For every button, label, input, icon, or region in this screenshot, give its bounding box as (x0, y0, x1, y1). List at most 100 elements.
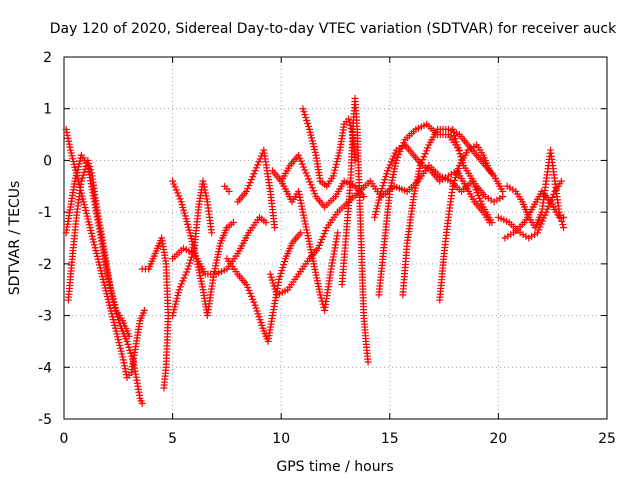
data-point (121, 362, 129, 370)
series-satellite-track-6 (169, 177, 237, 320)
data-point (270, 282, 278, 290)
data-point (454, 144, 462, 152)
data-point (77, 177, 85, 185)
data-point (172, 186, 180, 194)
data-point (456, 150, 464, 158)
data-point (379, 182, 387, 190)
data-point (188, 250, 196, 258)
data-point (309, 187, 317, 195)
data-point (560, 213, 568, 221)
data-point (170, 180, 178, 188)
data-point (119, 353, 127, 361)
data-point (386, 161, 394, 169)
data-point (538, 217, 546, 225)
data-point (122, 368, 130, 376)
series-satellite-track-20 (449, 125, 507, 206)
x-tick-label: 20 (489, 431, 507, 447)
axis-tick-labels: 0 5 10 15 20 25 -5 -4 -3 -2 -1 0 1 2 (38, 50, 616, 447)
data-point (271, 224, 279, 232)
data-point (380, 179, 388, 187)
data-point (125, 332, 133, 340)
data-point (169, 177, 177, 185)
data-point (454, 165, 462, 173)
data-point (305, 175, 313, 183)
data-point (176, 283, 184, 291)
data-point (123, 337, 131, 345)
y-tick-label: 2 (43, 50, 52, 66)
data-point (65, 137, 73, 145)
data-point (178, 280, 186, 288)
data-point (297, 157, 305, 165)
data-point (186, 259, 194, 267)
data-point (189, 247, 197, 255)
data-point (298, 202, 306, 210)
data-point (185, 262, 193, 270)
data-point (267, 273, 275, 281)
data-point (299, 105, 307, 113)
data-point (451, 132, 459, 140)
data-point (300, 163, 308, 171)
data-point (420, 153, 428, 161)
data-point (255, 158, 263, 166)
data-point (138, 399, 146, 407)
data-point (296, 193, 304, 201)
data-point (120, 359, 128, 367)
data-point (63, 131, 71, 139)
series-satellite-track-4 (138, 234, 172, 392)
data-point (247, 292, 255, 300)
data-point (268, 276, 276, 284)
data-point (62, 125, 70, 133)
data-point (298, 160, 306, 168)
data-point (244, 185, 252, 193)
series-satellite-track-12 (269, 167, 342, 314)
series-satellite-track-19 (436, 141, 498, 304)
data-point (245, 286, 253, 294)
data-point (87, 169, 95, 177)
data-point (128, 352, 136, 360)
data-point (78, 174, 86, 182)
data-point (320, 230, 328, 238)
data-point (453, 141, 461, 149)
data-point (459, 159, 467, 167)
data-point (395, 151, 403, 159)
data-point (560, 224, 568, 232)
data-point (392, 156, 400, 164)
data-point (499, 193, 507, 201)
data-point (540, 214, 548, 222)
x-tick-label: 25 (598, 431, 616, 447)
data-point (183, 268, 191, 276)
data-point (311, 190, 319, 198)
data-point (129, 355, 137, 363)
data-point (188, 253, 196, 261)
data-point (449, 125, 457, 133)
data-point (450, 179, 458, 187)
y-tick-label: 1 (43, 102, 52, 118)
data-point (559, 221, 567, 229)
data-point (171, 183, 179, 191)
data-point (490, 172, 498, 180)
data-point (254, 161, 262, 169)
data-point (458, 156, 466, 164)
data-point (269, 279, 277, 287)
series-satellite-track-3 (64, 156, 133, 340)
data-point (457, 153, 465, 161)
data-point (86, 166, 94, 174)
data-point (275, 275, 283, 283)
data-point (305, 122, 313, 130)
data-point (318, 235, 326, 243)
data-point (558, 217, 566, 225)
data-point (301, 166, 309, 174)
data-point (187, 256, 195, 264)
data-point (381, 176, 389, 184)
data-point (125, 343, 133, 351)
data-point (421, 150, 429, 158)
data-point (184, 265, 192, 273)
data-point (278, 267, 286, 275)
data-point (124, 340, 132, 348)
data-point (246, 179, 254, 187)
data-point (175, 286, 183, 294)
grid (64, 57, 607, 419)
data-point (242, 281, 250, 289)
data-point (422, 147, 430, 155)
series-satellite-track-10 (234, 146, 279, 232)
